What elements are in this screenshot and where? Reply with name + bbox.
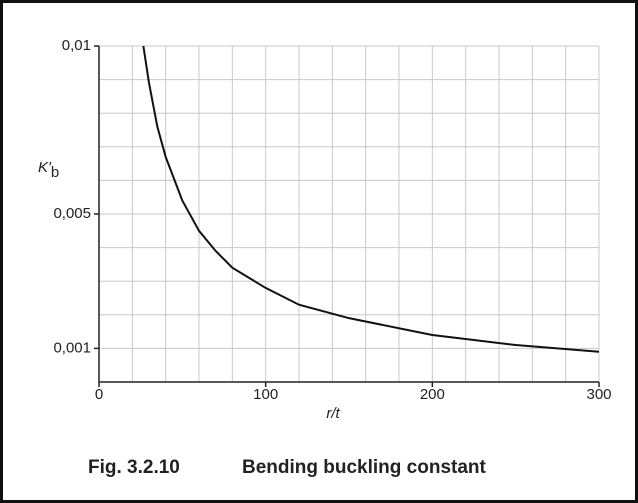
x-tick-label: 0	[95, 386, 103, 403]
y-tick-label: 0,01	[62, 37, 91, 54]
caption-text: Bending buckling constant	[242, 457, 487, 478]
x-tick-label: 300	[586, 386, 611, 403]
x-tick-label: 200	[420, 386, 445, 403]
y-tick-label: 0,001	[53, 339, 91, 356]
y-label-sub: b	[51, 164, 59, 181]
y-axis-label: K'b	[38, 159, 59, 181]
x-axis-label: r/t	[326, 405, 340, 422]
x-tick-label: 100	[253, 386, 278, 403]
caption-number: Fig. 3.2.10	[88, 457, 180, 478]
curve	[142, 46, 599, 353]
plot-area: 0,001 0,005 0,01 0 100 200 300	[53, 37, 611, 403]
y-label-main: K'	[38, 159, 52, 176]
y-tick-label: 0,005	[53, 205, 91, 222]
